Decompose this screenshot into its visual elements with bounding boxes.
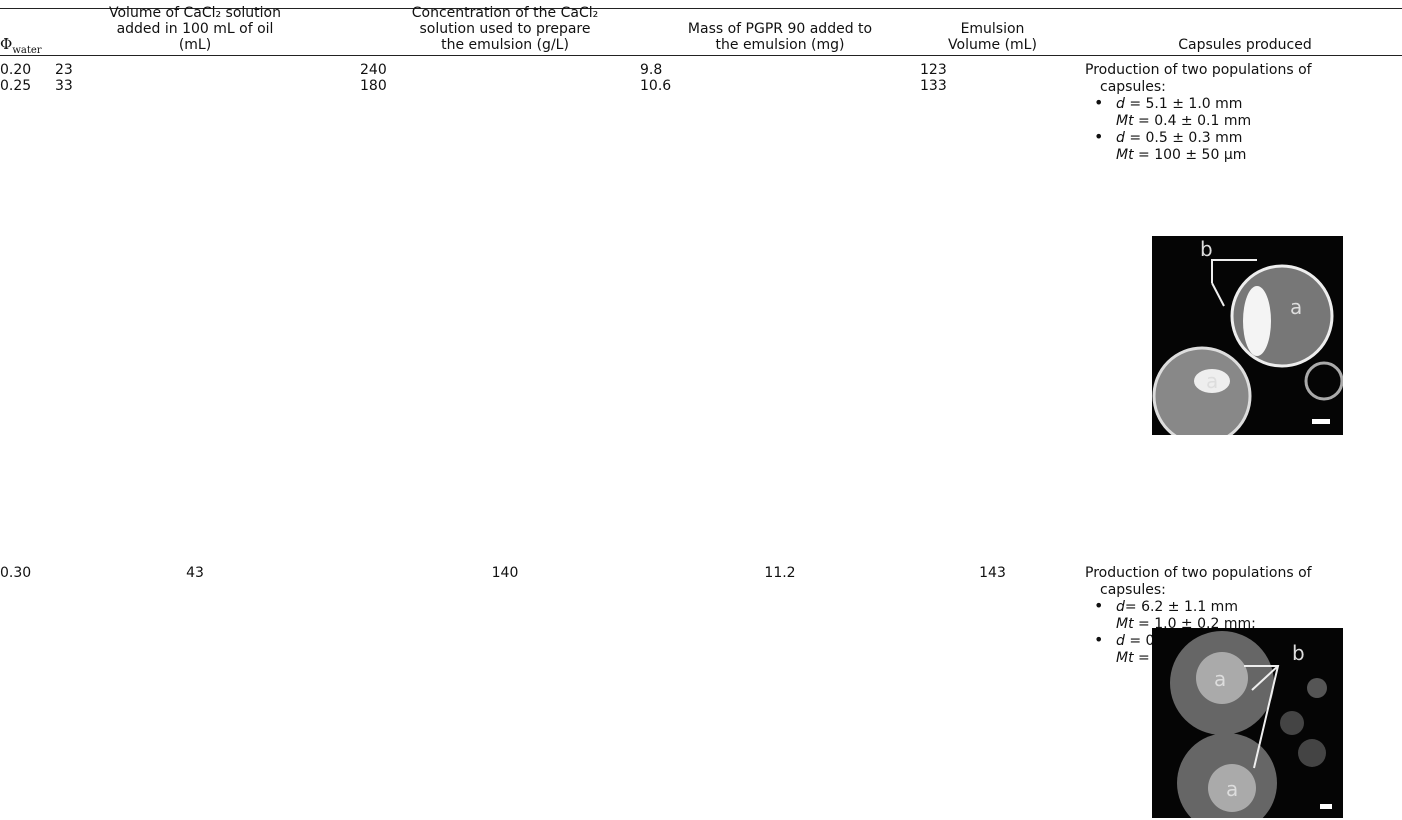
- cell: 0.30: [0, 565, 31, 581]
- cell: 0.25: [0, 78, 31, 94]
- text-part: d: [1116, 96, 1125, 112]
- cell: 123: [920, 62, 947, 78]
- cell: 240: [360, 62, 387, 78]
- capsule-text: capsules:: [1100, 79, 1166, 95]
- phi-symbol: Φ: [0, 35, 12, 53]
- cell: 180: [360, 78, 387, 94]
- cell: 133: [920, 78, 947, 94]
- bullet: •: [1094, 95, 1103, 111]
- capsule-item: Mt = 100 ± 50 μm: [1116, 147, 1246, 163]
- column-header: the emulsion (mg): [660, 37, 900, 53]
- text-part: Mt: [1116, 650, 1134, 666]
- image-label: a: [1290, 295, 1302, 319]
- capsule-text: Production of two populations of: [1085, 62, 1312, 78]
- column-header: added in 100 mL of oil: [95, 21, 295, 37]
- phi-sub: water: [12, 45, 41, 56]
- image-label: a: [1226, 777, 1238, 801]
- capsule-item: •d= 6.2 ± 1.1 mm: [1116, 599, 1238, 615]
- text-part: Mt: [1116, 147, 1134, 163]
- image-label: b: [1292, 641, 1305, 665]
- capsule-item: Mt = 0.4 ± 0.1 mm: [1116, 113, 1251, 129]
- image-label: a: [1214, 667, 1226, 691]
- column-header: Mass of PGPR 90 added to: [660, 21, 900, 37]
- header-rule: [0, 55, 1402, 56]
- column-header: the emulsion (g/L): [375, 37, 635, 53]
- phi-header: Φwater: [0, 36, 42, 59]
- cell: 23: [55, 62, 73, 78]
- cell: 9.8: [640, 62, 662, 78]
- capsule-item: •d = 0.5 ± 0.3 mm: [1116, 130, 1242, 146]
- cell: 10.6: [640, 78, 671, 94]
- text-part: = 5.1 ± 1.0 mm: [1125, 96, 1243, 112]
- column-header: Emulsion: [905, 21, 1080, 37]
- column-header: Concentration of the CaCl₂: [375, 5, 635, 21]
- text-part: d: [1116, 130, 1125, 146]
- capsule-item: •d = 5.1 ± 1.0 mm: [1116, 96, 1242, 112]
- column-header: (mL): [95, 37, 295, 53]
- text-part: = 100 ± 50 μm: [1134, 147, 1247, 163]
- cell: 143: [905, 565, 1080, 581]
- column-header: Capsules produced: [1090, 37, 1400, 53]
- text-part: Mt: [1116, 113, 1134, 129]
- cell: 33: [55, 78, 73, 94]
- bullet: •: [1094, 129, 1103, 145]
- cell: 11.2: [660, 565, 900, 581]
- capsule-text: capsules:: [1100, 582, 1166, 598]
- cell: 0.20: [0, 62, 31, 78]
- cell: 140: [375, 565, 635, 581]
- text-part: d: [1116, 633, 1125, 649]
- image-label: a: [1206, 369, 1218, 393]
- image-label: b: [1200, 237, 1213, 261]
- column-header: Volume of CaCl₂ solution: [95, 5, 295, 21]
- capsule-text: Production of two populations of: [1085, 565, 1312, 581]
- bullet: •: [1094, 632, 1103, 648]
- text-part: d: [1116, 599, 1125, 615]
- page: Φwater Volume of CaCl₂ solutionadded in 1…: [0, 0, 1402, 820]
- text-part: = 6.2 ± 1.1 mm: [1125, 599, 1238, 615]
- text-part: = 0.4 ± 0.1 mm: [1134, 113, 1252, 129]
- micrograph-1: b a a: [1152, 236, 1343, 435]
- micrograph-2: a b a: [1152, 628, 1343, 818]
- cell: 43: [95, 565, 295, 581]
- column-header: Volume (mL): [905, 37, 1080, 53]
- text-part: = 0.5 ± 0.3 mm: [1125, 130, 1243, 146]
- text-part: Mt: [1116, 616, 1134, 632]
- column-header: solution used to prepare: [375, 21, 635, 37]
- bullet: •: [1094, 598, 1103, 614]
